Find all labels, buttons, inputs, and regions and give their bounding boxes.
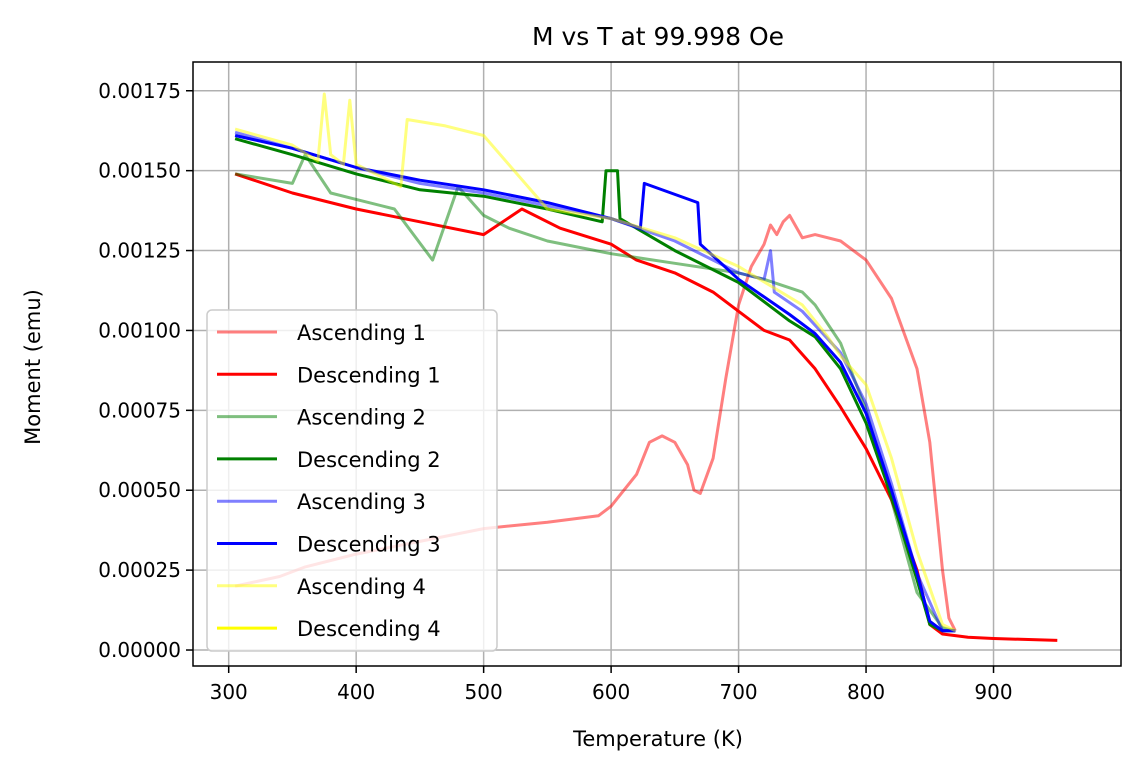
x-tick-label: 900: [974, 680, 1012, 704]
y-axis-ticks: 0.00000 0.00025 0.00050 0.00075 0.00100 0.001…: [98, 79, 193, 662]
legend-label-ascending-4: Ascending 4: [297, 575, 426, 599]
legend-label-descending-4: Descending 4: [297, 617, 441, 641]
x-tick-label: 400: [337, 680, 375, 704]
y-tick-label: 0.00050: [98, 478, 181, 502]
x-axis-ticks: 300 400 500 600 700 800 900: [210, 666, 1013, 704]
x-tick-label: 700: [719, 680, 757, 704]
legend-label-ascending-1: Ascending 1: [297, 321, 426, 345]
y-tick-label: 0.00175: [98, 79, 181, 103]
y-tick-label: 0.00100: [98, 318, 181, 342]
y-tick-label: 0.00000: [98, 638, 181, 662]
legend-label-ascending-3: Ascending 3: [297, 490, 426, 514]
series-line-ascending-4: [234, 92, 956, 633]
legend-label-descending-1: Descending 1: [297, 363, 441, 387]
x-tick-label: 300: [210, 680, 248, 704]
legend-label-descending-3: Descending 3: [297, 533, 441, 557]
y-tick-label: 0.00025: [98, 558, 181, 582]
y-tick-label: 0.00075: [98, 398, 181, 422]
y-tick-label: 0.00150: [98, 159, 181, 183]
legend-label-ascending-2: Ascending 2: [297, 406, 426, 430]
chart-title: M vs T at 99.998 Oe: [532, 22, 784, 51]
series-line-descending-2: [234, 137, 956, 633]
series-line-ascending-3: [234, 130, 956, 633]
legend-label-descending-2: Descending 2: [297, 448, 441, 472]
legend: Ascending 1 Descending 1 Ascending 2 Descen…: [206, 309, 498, 652]
plot-area-frame: [192, 61, 1122, 667]
legend-box: [206, 309, 498, 652]
series-lines: [234, 92, 1058, 642]
x-tick-label: 600: [592, 680, 630, 704]
y-axis-label: Moment (emu): [21, 289, 45, 445]
x-axis-label: Temperature (K): [572, 727, 743, 751]
x-tick-label: 800: [847, 680, 885, 704]
series-line-descending-3: [234, 134, 956, 633]
x-tick-label: 500: [465, 680, 503, 704]
y-tick-label: 0.00125: [98, 239, 181, 263]
